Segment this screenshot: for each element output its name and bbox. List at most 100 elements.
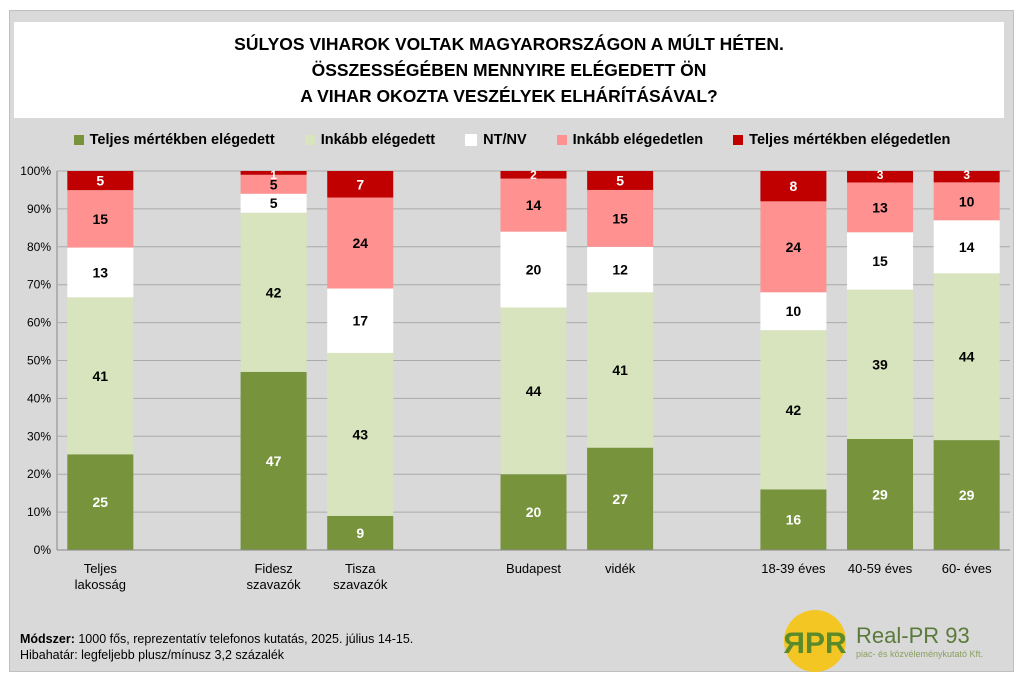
bar-segment — [240, 371, 307, 550]
legend-item: Teljes mértékben elégedett — [73, 132, 275, 148]
data-label: 43 — [352, 426, 368, 442]
data-label: 39 — [872, 356, 888, 372]
data-label: 47 — [266, 453, 282, 469]
y-tick-label: 70% — [27, 278, 51, 292]
data-label: 24 — [352, 235, 368, 251]
data-label: 20 — [526, 504, 542, 520]
method-notes: Módszer: 1000 fős, reprezentatív telefon… — [20, 631, 413, 663]
legend-swatch — [733, 135, 744, 145]
svg-text:ЯPR: ЯPR — [783, 627, 847, 660]
data-label: 5 — [270, 176, 278, 192]
y-tick-label: 100% — [20, 164, 51, 178]
data-label: 17 — [352, 313, 368, 329]
x-tick-label: szavazók — [333, 577, 388, 592]
legend-swatch — [73, 135, 84, 145]
bar-segment — [933, 273, 1000, 441]
data-label: 41 — [612, 362, 628, 378]
legend-label: Teljes mértékben elégedett — [89, 132, 275, 148]
data-label: 9 — [356, 525, 364, 541]
bar-segment — [933, 220, 1000, 274]
bar-segment — [760, 171, 827, 202]
data-label: 16 — [786, 512, 802, 528]
bar-segment — [500, 178, 567, 232]
data-label: 29 — [872, 486, 888, 502]
data-label: 12 — [612, 262, 628, 278]
bar-segment — [240, 212, 307, 372]
x-tick-label: lakosság — [75, 577, 126, 592]
title-line: ÖSSZESSÉGÉBEN MENNYIRE ELÉGEDETT ÖN — [311, 60, 707, 80]
data-label: 14 — [526, 197, 542, 213]
x-tick-label: 40-59 éves — [848, 561, 913, 576]
data-label: 5 — [616, 172, 624, 188]
y-tick-label: 30% — [27, 429, 51, 443]
bar-segment — [760, 201, 827, 293]
bar-segment — [587, 189, 654, 247]
bar-segment — [933, 171, 1000, 183]
bar-segment — [327, 515, 394, 550]
x-tick-label: szavazók — [246, 577, 301, 592]
legend-item: Inkább elégedetlen — [556, 132, 704, 148]
data-label: 5 — [270, 195, 278, 211]
data-label: 14 — [959, 239, 975, 255]
bar-segment — [500, 171, 567, 179]
bar-segment — [587, 246, 654, 293]
legend-swatch — [556, 135, 567, 145]
data-label: 13 — [93, 264, 109, 280]
bar-segment — [240, 193, 307, 213]
data-label: 10 — [786, 303, 802, 319]
bar-segment — [500, 307, 567, 475]
bar-segment — [67, 247, 134, 298]
data-label: 7 — [356, 176, 364, 192]
y-tick-label: 50% — [27, 354, 51, 368]
y-tick-label: 80% — [27, 240, 51, 254]
legend-item: Teljes mértékben elégedetlen — [733, 132, 950, 148]
data-label: 15 — [872, 253, 888, 269]
data-label: 27 — [612, 491, 628, 507]
data-label: 42 — [266, 284, 282, 300]
data-label: 44 — [526, 383, 542, 399]
legend-label: NT/NV — [483, 132, 527, 148]
bar-segment — [67, 190, 134, 248]
bar-segment — [760, 489, 827, 550]
legend-label: Teljes mértékben elégedetlen — [749, 132, 951, 148]
legend-label: Inkább elégedett — [320, 132, 436, 148]
legend-item: NT/NV — [465, 132, 527, 148]
legend-item: Inkább elégedett — [304, 132, 436, 148]
bar-segment — [327, 288, 394, 353]
data-label: 20 — [526, 262, 542, 278]
legend-swatch — [465, 134, 478, 146]
bar-segment — [500, 231, 567, 308]
logo-subtitle: piac- és közvéleménykutató Kft. — [856, 649, 984, 659]
chart-title: SÚLYOS VIHAROK VOLTAK MAGYARORSZÁGON A M… — [14, 22, 1004, 118]
data-label: 13 — [872, 199, 888, 215]
data-label: 2 — [530, 168, 537, 182]
bar-segment — [327, 352, 394, 516]
bar-segment — [587, 292, 654, 448]
data-label: 41 — [93, 368, 109, 384]
y-tick-label: 10% — [27, 505, 51, 519]
data-label: 1 — [270, 168, 277, 182]
data-label: 8 — [790, 178, 798, 194]
data-label: 3 — [877, 168, 884, 182]
legend-label: Inkább elégedetlen — [572, 132, 704, 148]
bar-segment — [933, 440, 1000, 550]
data-label: 15 — [612, 210, 628, 226]
bar-segment — [327, 171, 394, 198]
bar-segment — [500, 474, 567, 550]
x-tick-label: 18-39 éves — [761, 561, 826, 576]
data-label: 5 — [96, 173, 104, 189]
bar-segment — [847, 289, 914, 439]
legend: Teljes mértékben elégedett Inkább elégede… — [0, 132, 1024, 148]
bar-segment — [847, 171, 914, 183]
bar-segment — [587, 171, 654, 190]
bar-segment — [327, 197, 394, 289]
bar-segment — [847, 438, 914, 550]
y-tick-label: 0% — [34, 543, 52, 557]
x-tick-label: Fidesz — [254, 561, 292, 576]
title-line: A VIHAR OKOZTA VESZÉLYEK ELHÁRÍTÁSÁVAL? — [300, 86, 718, 106]
bar-segment — [760, 330, 827, 490]
data-label: 24 — [786, 239, 802, 255]
bar-segment — [933, 182, 1000, 221]
logo-mark-icon: ЯPR — [783, 610, 847, 672]
x-tick-label: vidék — [605, 561, 636, 576]
